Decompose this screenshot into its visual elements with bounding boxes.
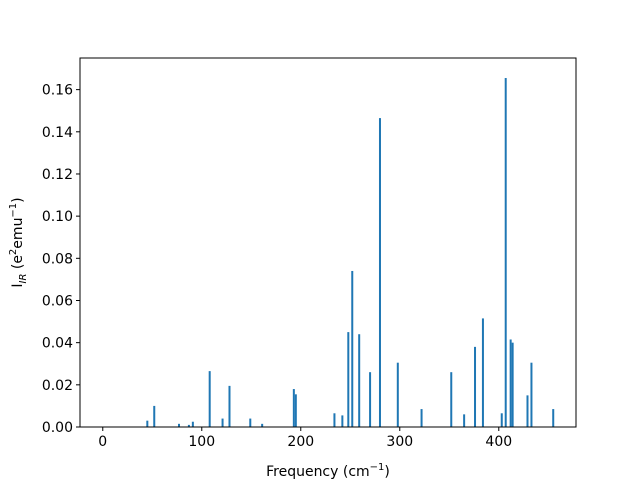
bar-28 (511, 342, 514, 427)
x-axis-label-main: Frequency (cm (266, 464, 370, 480)
bar-25 (500, 413, 503, 427)
y-axis-label-sup1: 2 (8, 249, 19, 255)
bar-1 (153, 405, 156, 427)
bar-19 (396, 362, 399, 427)
x-tick-label: 0 (98, 434, 107, 450)
bar-3 (187, 424, 190, 427)
x-axis-ticks: 0 100 200 300 400 (98, 427, 512, 450)
bar-30 (530, 362, 533, 427)
bar-series (146, 78, 555, 427)
bar-13 (341, 415, 344, 427)
y-tick-label: 0.08 (42, 251, 73, 267)
bar-6 (221, 418, 224, 427)
bar-26 (504, 78, 507, 427)
x-tick-label: 100 (188, 434, 215, 450)
y-tick-label: 0.02 (42, 378, 73, 394)
bar-11 (294, 394, 297, 427)
y-tick-label: 0.14 (42, 125, 73, 141)
x-tick-label: 400 (485, 434, 512, 450)
bar-29 (526, 395, 529, 427)
y-tick-label: 0.10 (42, 209, 73, 225)
y-axis-label: IIR (e2emu−1) (8, 197, 29, 287)
y-axis-label-mid: emu (10, 218, 26, 249)
bar-12 (333, 413, 336, 427)
x-axis-label-sup: −1 (370, 462, 385, 473)
plot-frame (79, 57, 577, 428)
y-tick-label: 0.12 (42, 167, 73, 183)
bar-23 (474, 346, 477, 427)
y-axis-label-sub: IR (18, 274, 29, 284)
y-axis-label-end: ) (10, 197, 26, 202)
bar-7 (228, 385, 231, 427)
y-axis-label-main: I (10, 284, 26, 288)
x-axis-label-end: ) (384, 464, 389, 480)
y-axis-ticks: 0.00 0.02 0.04 0.06 0.08 0.10 0.12 0.14 0.16 (42, 83, 80, 436)
bar-15 (351, 270, 354, 427)
bar-8 (249, 418, 252, 427)
y-axis-label-rest: (e (10, 255, 26, 274)
bar-4 (191, 421, 194, 427)
bar-24 (481, 318, 484, 427)
bar-14 (347, 332, 350, 427)
y-axis-label-sup2: −1 (8, 203, 19, 218)
bar-16 (358, 334, 361, 427)
x-tick-label: 300 (386, 434, 413, 450)
y-tick-label: 0.00 (42, 420, 73, 436)
bar-20 (420, 409, 423, 427)
bar-0 (146, 420, 149, 427)
y-tick-label: 0.16 (42, 83, 73, 99)
bar-31 (552, 409, 555, 427)
y-tick-label: 0.04 (42, 336, 73, 352)
bar-27 (509, 339, 512, 427)
bar-9 (261, 423, 264, 427)
bar-21 (450, 372, 453, 427)
bar-2 (178, 423, 180, 427)
bar-18 (378, 118, 381, 427)
y-tick-label: 0.06 (42, 293, 73, 309)
bar-10 (292, 389, 295, 427)
x-axis-label: Frequency (cm−1) (266, 462, 390, 480)
bar-17 (369, 372, 372, 427)
x-tick-label: 200 (287, 434, 314, 450)
bar-5 (208, 371, 211, 427)
bar-22 (463, 414, 466, 427)
